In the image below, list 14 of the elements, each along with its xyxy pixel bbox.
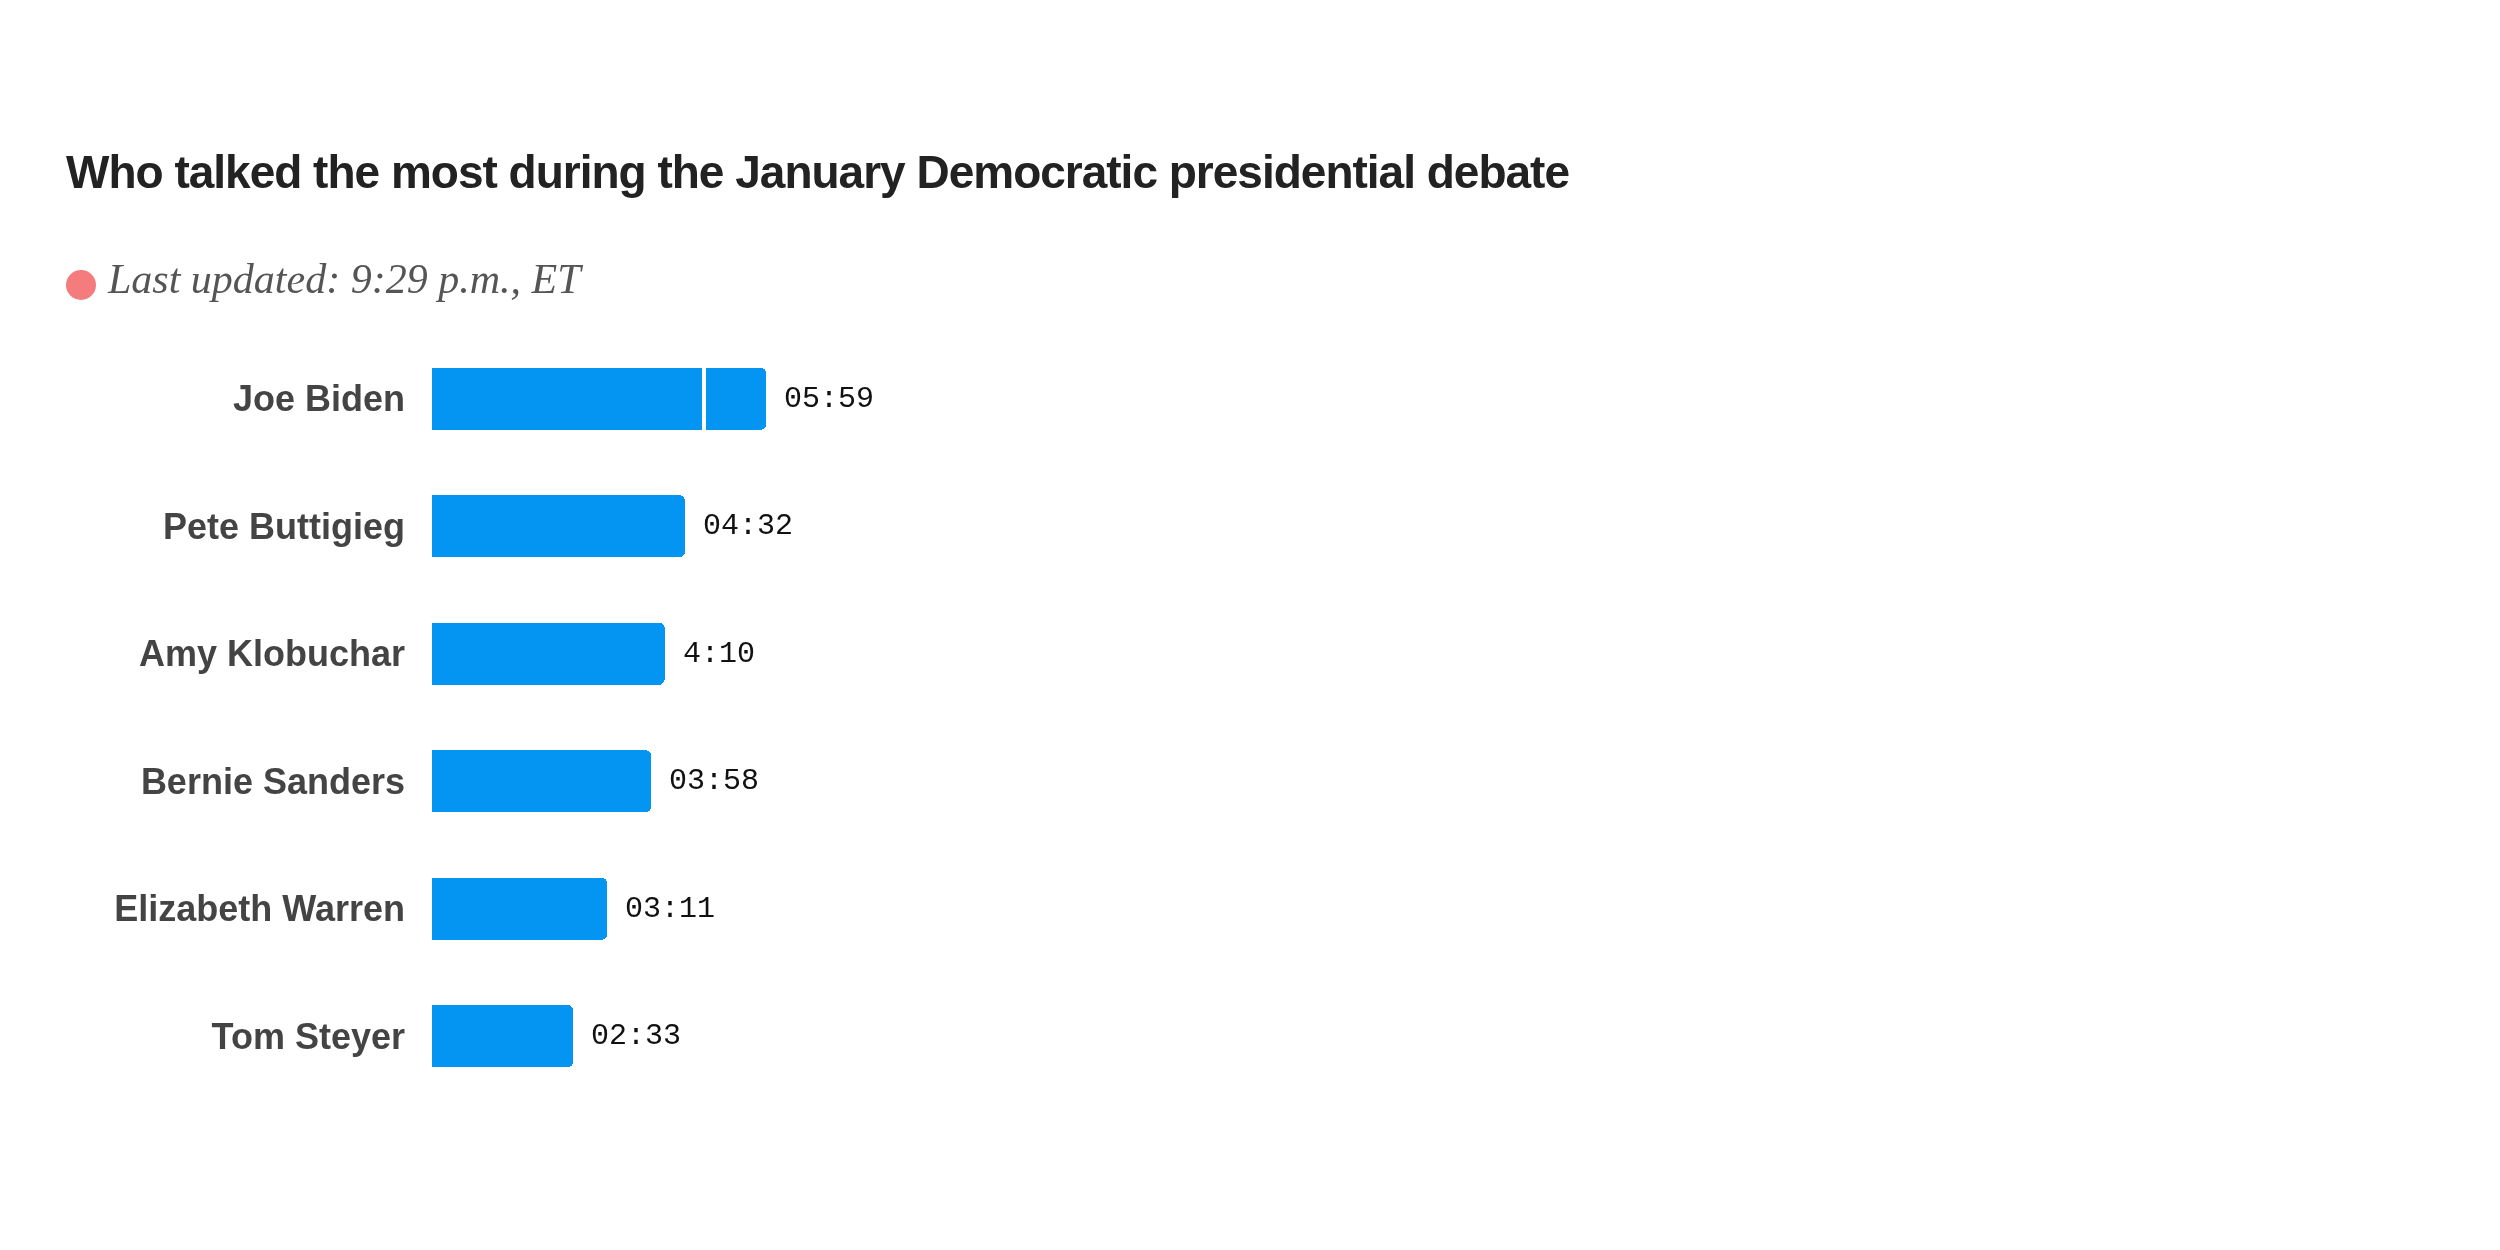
annotation: 05:59 <box>784 382 875 416</box>
y-tick-label: Bernie Sanders <box>140 760 405 802</box>
annotation: 03:11 <box>625 892 716 926</box>
y-tick-label: Tom Steyer <box>211 1015 405 1057</box>
y-tick-label: Pete Buttigieg <box>162 505 405 547</box>
annotation: 03:58 <box>669 764 760 798</box>
annotation: 04:32 <box>703 509 794 543</box>
y-tick-label: Amy Klobuchar <box>138 633 405 675</box>
annotation: 02:33 <box>591 1019 682 1053</box>
annotation: 4:10 <box>683 637 756 671</box>
y-tick-label: Elizabeth Warren <box>114 888 405 930</box>
chart-subtitle: Last updated: 9:29 p.m., ET <box>108 255 581 303</box>
chart-title: Who talked the most during the January Democratic presidential debate <box>66 145 1569 199</box>
y-tick-label: Joe Biden <box>232 378 405 420</box>
